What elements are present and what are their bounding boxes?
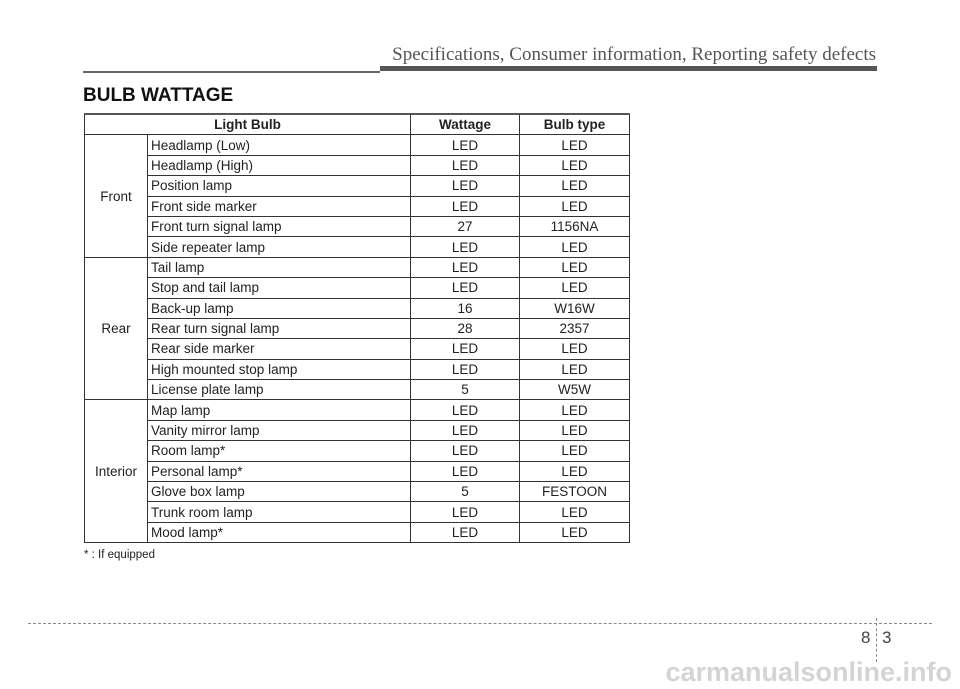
table-row: Interior Map lamp LED LED: [84, 399, 630, 544]
bulb-type: LED: [519, 399, 630, 421]
wattage: LED: [410, 521, 520, 544]
wattage: LED: [410, 277, 520, 299]
bulb-name: Stop and tail lamp: [147, 277, 411, 299]
table-row: Glove box lamp 5 FESTOON: [85, 481, 630, 503]
bulb-name: Room lamp*: [147, 440, 411, 462]
column-header: Bulb type: [519, 113, 630, 136]
header-rule: [380, 66, 877, 71]
bulb-name: Map lamp: [147, 399, 411, 421]
bulb-name: Trunk room lamp: [147, 501, 411, 523]
table-row: Personal lamp* LED LED: [85, 460, 630, 483]
bulb-type: FESTOON: [519, 481, 630, 503]
bulb-name: Rear side marker: [147, 338, 411, 360]
watermark: carmanualsonline.info: [665, 657, 952, 687]
wattage: LED: [410, 460, 520, 483]
bulb-type: LED: [519, 521, 630, 544]
bulb-type: LED: [519, 501, 630, 523]
table-row: Headlamp (High) LED LED: [85, 154, 630, 177]
wattage: LED: [410, 419, 520, 442]
wattage: LED: [410, 175, 520, 197]
chapter-number: 8: [861, 628, 871, 647]
bulb-type: LED: [519, 277, 630, 299]
section-title: BULB WATTAGE: [83, 85, 234, 106]
bulb-type: LED: [519, 358, 630, 381]
bulb-type: LED: [519, 440, 630, 462]
table-row: Vanity mirror lamp LED LED: [85, 419, 630, 442]
wattage: LED: [410, 134, 520, 156]
bulb-type: LED: [519, 175, 630, 197]
bulb-type: LED: [519, 154, 630, 177]
bulb-name: Position lamp: [147, 175, 411, 197]
table-row: Back-up lamp 16 W16W: [85, 297, 630, 319]
table-row: Room lamp* LED LED: [85, 440, 630, 462]
bulb-type: LED: [519, 256, 630, 279]
wattage: 5: [410, 379, 520, 401]
table-row: Side repeater lamp LED LED: [85, 236, 630, 258]
table-row: Front Headlamp (Low) LED LED: [84, 134, 630, 258]
bulb-name: Side repeater lamp: [147, 236, 411, 258]
header-title: Specifications, Consumer information, Re…: [392, 44, 876, 65]
bulb-name: Back-up lamp: [147, 297, 411, 319]
bulb-type: LED: [519, 419, 630, 442]
bulb-name: Headlamp (Low): [147, 134, 411, 156]
bulb-type: LED: [519, 460, 630, 483]
table-row: License plate lamp 5 W5W: [85, 379, 630, 401]
wattage: 16: [410, 297, 520, 319]
bulb-table: Light Bulb Wattage Bulb type Front Headlamp …: [84, 113, 630, 544]
wattage: 28: [410, 317, 520, 340]
group-label: Rear: [84, 256, 148, 401]
bulb-type: LED: [519, 195, 630, 217]
header-row: Light Bulb Wattage Bulb type: [84, 113, 630, 136]
wattage: LED: [410, 195, 520, 217]
bulb-type: W5W: [519, 379, 630, 401]
bulb-name: Tail lamp: [147, 256, 411, 279]
bulb-name: Headlamp (High): [147, 154, 411, 177]
column-header: Wattage: [410, 113, 520, 136]
bulb-type: LED: [519, 134, 630, 156]
bulb-name: Glove box lamp: [147, 481, 411, 503]
bulb-name: Front turn signal lamp: [147, 215, 411, 238]
group-label: Interior: [84, 399, 148, 544]
footnote: * : If equipped: [84, 549, 155, 561]
table-row: Rear turn signal lamp 28 2357: [85, 317, 630, 340]
bulb-type: LED: [519, 338, 630, 360]
footer-divider: [876, 618, 877, 662]
wattage: LED: [410, 501, 520, 523]
wattage: LED: [410, 338, 520, 360]
table-row: Mood lamp* LED LED: [85, 521, 630, 544]
bulb-name: Vanity mirror lamp: [147, 419, 411, 442]
bulb-type: LED: [519, 236, 630, 258]
wattage: LED: [410, 236, 520, 258]
footer-rule: [28, 623, 932, 624]
table-row: Rear side marker LED LED: [85, 338, 630, 360]
table-row: Rear Tail lamp LED LED: [84, 256, 630, 401]
table-row: Front turn signal lamp 27 1156NA: [85, 215, 630, 238]
wattage: LED: [410, 399, 520, 421]
table-row: Trunk room lamp LED LED: [85, 501, 630, 523]
wattage: 5: [410, 481, 520, 503]
bulb-type: 2357: [519, 317, 630, 340]
bulb-name: License plate lamp: [147, 379, 411, 401]
wattage: LED: [410, 154, 520, 177]
wattage: LED: [410, 440, 520, 462]
bulb-name: Front side marker: [147, 195, 411, 217]
header-rule: [83, 71, 380, 73]
table-row: Position lamp LED LED: [85, 175, 630, 197]
bulb-type: W16W: [519, 297, 630, 319]
bulb-type: 1156NA: [519, 215, 630, 238]
column-header: Light Bulb: [84, 113, 411, 136]
wattage: LED: [410, 358, 520, 381]
table-row: Front side marker LED LED: [85, 195, 630, 217]
bulb-name: Rear turn signal lamp: [147, 317, 411, 340]
page-number: 3: [882, 628, 892, 647]
wattage: 27: [410, 215, 520, 238]
table-row: Stop and tail lamp LED LED: [85, 277, 630, 299]
wattage: LED: [410, 256, 520, 279]
bulb-name: High mounted stop lamp: [147, 358, 411, 381]
group-label: Front: [84, 134, 148, 258]
table-row: High mounted stop lamp LED LED: [85, 358, 630, 381]
bulb-name: Mood lamp*: [147, 521, 411, 544]
bulb-name: Personal lamp*: [147, 460, 411, 483]
